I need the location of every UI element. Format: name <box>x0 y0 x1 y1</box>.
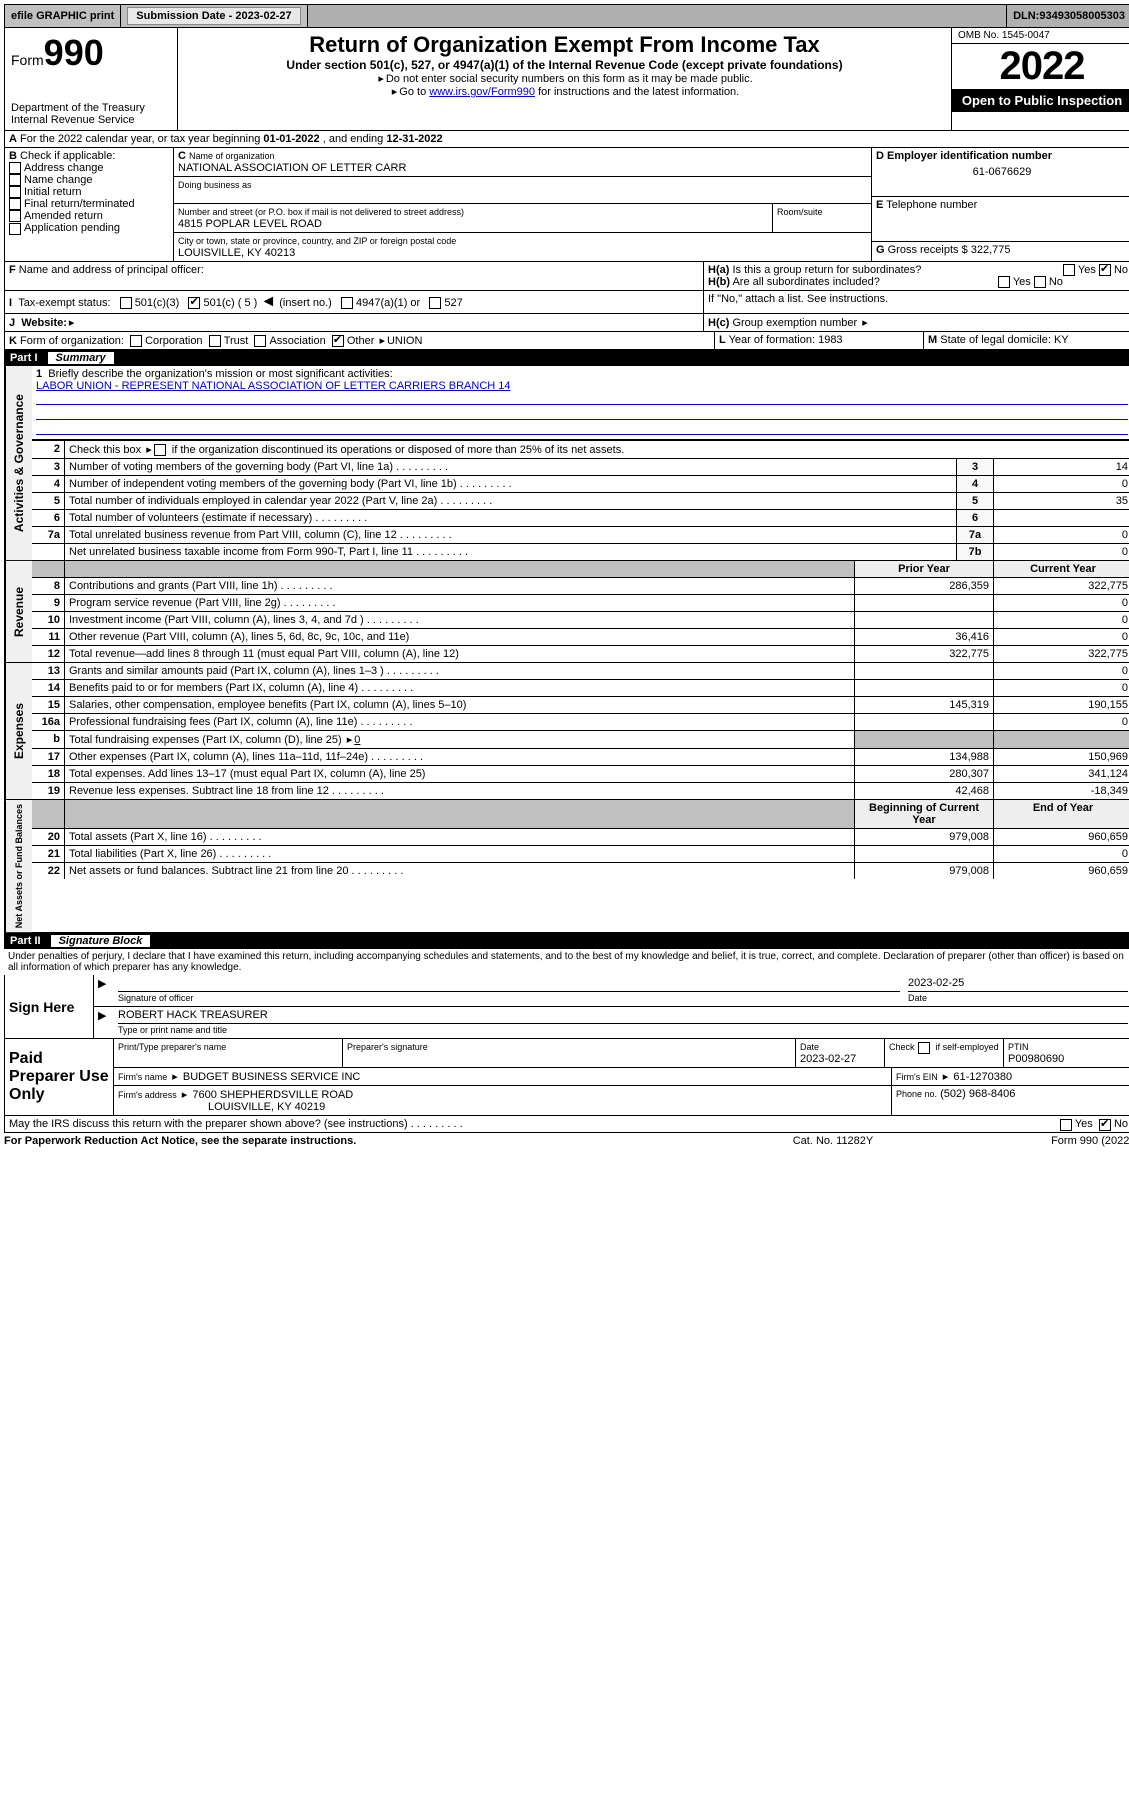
irs-link[interactable]: www.irs.gov/Form990 <box>429 86 535 98</box>
activities-governance: Activities & Governance 1 Briefly descri… <box>4 366 1129 561</box>
form-title: Return of Organization Exempt From Incom… <box>184 32 945 58</box>
discuss-no-icon <box>1099 1119 1111 1131</box>
section-deg: D Employer identification number 61-0676… <box>872 148 1129 261</box>
net-assets-section: Net Assets or Fund Balances Beginning of… <box>4 800 1129 933</box>
dept-treasury: Department of the Treasury <box>11 102 171 114</box>
k-other-icon <box>332 335 344 347</box>
sign-here: Sign Here ▶ Signature of officer 2023-02… <box>4 975 1129 1039</box>
penalties-text: Under penalties of perjury, I declare th… <box>4 949 1129 975</box>
open-public: Open to Public Inspection <box>952 89 1129 112</box>
submission-date: Submission Date - 2023-02-27 <box>121 5 307 27</box>
topbar-fill <box>308 5 1007 27</box>
org-city: LOUISVILLE, KY 40213 <box>178 247 295 259</box>
i-501c-icon <box>188 297 200 309</box>
subtitle-3: Go to www.irs.gov/Form990 for instructio… <box>184 85 945 98</box>
section-i: I Tax-exempt status: 501(c)(3) 501(c) ( … <box>4 291 1129 314</box>
officer-name: ROBERT HACK TREASURER <box>118 1009 1128 1024</box>
subtitle-2: Do not enter social security numbers on … <box>184 72 945 85</box>
vlabel-exp: Expenses <box>5 663 32 799</box>
section-b: B Check if applicable: Address change Na… <box>5 148 174 261</box>
chk-amended[interactable]: Amended return <box>24 210 103 222</box>
discuss-preparer: May the IRS discuss this return with the… <box>4 1116 1129 1133</box>
form-header: Form990 Department of the Treasury Inter… <box>4 28 1129 131</box>
section-a: A For the 2022 calendar year, or tax yea… <box>4 131 1129 148</box>
section-j: J Website: H(c) Group exemption number <box>4 314 1129 332</box>
chk-address-change[interactable]: Address change <box>24 162 104 174</box>
mission-text[interactable]: LABOR UNION - REPRESENT NATIONAL ASSOCIA… <box>36 380 511 392</box>
chk-initial-return[interactable]: Initial return <box>24 186 81 198</box>
chk-final-return[interactable]: Final return/terminated <box>24 198 135 210</box>
vlabel-rev: Revenue <box>5 561 32 662</box>
paid-preparer: Paid Preparer Use Only Print/Type prepar… <box>4 1039 1129 1116</box>
subtitle-1: Under section 501(c), 527, or 4947(a)(1)… <box>184 58 945 72</box>
ha-no-icon <box>1099 264 1111 276</box>
omb-number: OMB No. 1545-0047 <box>952 28 1129 44</box>
vlabel-net: Net Assets or Fund Balances <box>5 800 32 932</box>
efile-label: efile GRAPHIC print <box>5 5 121 27</box>
section-fh: F Name and address of principal officer:… <box>4 262 1129 291</box>
revenue-section: Revenue Prior YearCurrent Year 8Contribu… <box>4 561 1129 663</box>
org-name: NATIONAL ASSOCIATION OF LETTER CARR <box>178 162 406 174</box>
gross-receipts: 322,775 <box>971 244 1011 256</box>
section-bcdefg: B Check if applicable: Address change Na… <box>4 148 1129 262</box>
form-number: Form990 <box>11 32 171 74</box>
top-bar: efile GRAPHIC print Submission Date - 20… <box>4 4 1129 28</box>
section-klm: K Form of organization: Corporation Trus… <box>4 332 1129 350</box>
irs-label: Internal Revenue Service <box>11 114 171 126</box>
org-address: 4815 POPLAR LEVEL ROAD <box>178 218 322 230</box>
part1-bar: Part I Summary <box>4 350 1129 366</box>
ein: 61-0676629 <box>876 162 1128 178</box>
chk-app-pending[interactable]: Application pending <box>24 222 120 234</box>
section-c: C Name of organization NATIONAL ASSOCIAT… <box>174 148 872 261</box>
tax-year: 2022 <box>952 44 1129 89</box>
chk-name-change[interactable]: Name change <box>24 174 93 186</box>
vlabel-ag: Activities & Governance <box>5 366 32 560</box>
k-other-val: UNION <box>387 335 422 347</box>
footer: For Paperwork Reduction Act Notice, see … <box>4 1133 1129 1147</box>
expenses-section: Expenses 13Grants and similar amounts pa… <box>4 663 1129 800</box>
dln: DLN: 93493058005303 <box>1007 5 1129 27</box>
part2-bar: Part II Signature Block <box>4 933 1129 949</box>
